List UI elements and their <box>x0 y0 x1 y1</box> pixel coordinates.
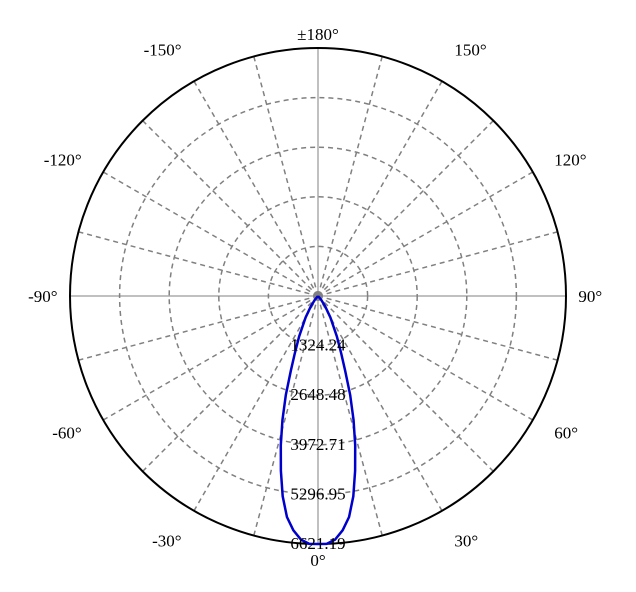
angle-label: 90° <box>578 287 602 306</box>
angle-label: 150° <box>454 41 486 60</box>
radial-label: 5296.95 <box>290 484 345 503</box>
angle-label: -120° <box>44 151 82 170</box>
angle-label: 120° <box>554 151 586 170</box>
radial-label: 1324.24 <box>290 336 346 355</box>
radial-label: 3972.71 <box>290 435 345 454</box>
angle-label: -150° <box>144 41 182 60</box>
radial-label: 2648.48 <box>290 385 345 404</box>
polar-chart: 1324.242648.483972.715296.956621.19±180°… <box>0 0 636 592</box>
angle-label: 30° <box>454 531 478 550</box>
angle-label: -30° <box>152 531 181 550</box>
angle-label: ±180° <box>297 25 339 44</box>
angle-label: 60° <box>554 423 578 442</box>
polar-chart-svg: 1324.242648.483972.715296.956621.19±180°… <box>0 0 636 592</box>
angle-label: -60° <box>52 423 81 442</box>
angle-label: -90° <box>28 287 57 306</box>
angle-label: 0° <box>310 551 325 570</box>
